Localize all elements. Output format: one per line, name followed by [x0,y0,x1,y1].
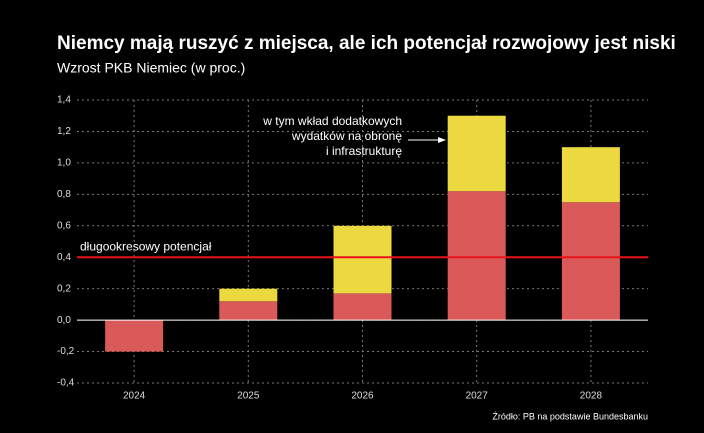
bar-segment [561,147,620,203]
bar-segment [219,301,278,321]
x-tick-label: 2026 [351,391,374,402]
y-tick-label: 0,0 [57,315,71,326]
y-tick-label: 0,8 [57,189,71,200]
bar-segment [447,191,506,321]
x-tick-label: 2025 [237,391,260,402]
reference-label: długookresowy potencjał [80,239,212,253]
x-tick-label: 2028 [580,391,603,402]
x-tick-label: 2024 [123,391,146,402]
bar-segment [333,225,392,294]
bar-segment [219,288,278,302]
bar-segment [561,202,620,321]
annotation: i infrastrukturę [326,144,402,158]
source: Źródło: PB na podstawie Bundesbanku [492,411,648,421]
chart-subtitle: Wzrost PKB Niemiec (w proc.) [57,60,245,76]
annotation: wydatków na obronę [291,129,402,143]
y-tick-label: 1,4 [57,95,71,106]
arrow-head [438,137,446,143]
y-tick-label: 0,4 [57,252,71,263]
y-tick-label: 1,2 [57,126,71,137]
y-tick-label: 0,2 [57,283,71,294]
annotation: w tym wkład dodatkowych [262,114,402,128]
bar-segment [447,115,506,192]
bar-segment [105,320,164,352]
y-tick-label: 0,6 [57,220,71,231]
chart-title: Niemcy mają ruszyć z miejsca, ale ich po… [57,33,676,54]
bar-segment [333,293,392,321]
y-tick-label: -0,2 [57,346,75,357]
y-tick-label: -0,4 [57,378,75,389]
y-tick-label: 1,0 [57,158,71,169]
x-tick-label: 2027 [466,391,489,402]
